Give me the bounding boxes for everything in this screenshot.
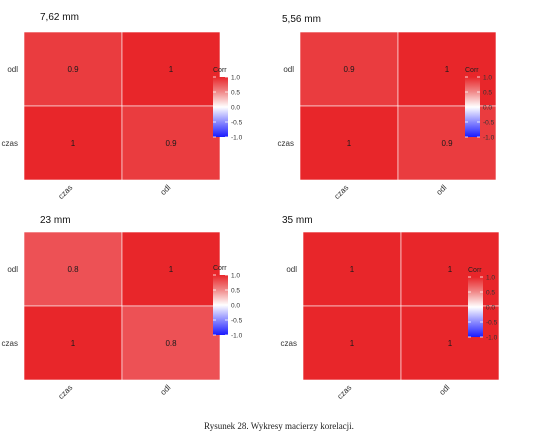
panel-title: 5,56 mm (282, 14, 321, 25)
cell-label: 1 (169, 65, 174, 74)
legend-title: Corr (213, 67, 227, 74)
heatmap-cell (121, 305, 221, 381)
row-label: czas (2, 139, 18, 148)
heatmap-panel-3: 23 mm 0.8 1 1 0.8 odl czas czas odl Corr 1.0 0.5 0.0… (2, 215, 243, 401)
heatmap-cell (302, 305, 402, 381)
cell-label: 1 (71, 139, 76, 148)
column-label: czas (332, 183, 350, 201)
cell-label: 1 (169, 265, 174, 274)
legend-tick-label: -0.5 (231, 120, 243, 127)
legend-tick-label: -1.0 (231, 135, 243, 142)
heatmap-panel-2: 5,56 mm 0.9 1 1 0.9 odl czas czas odl Corr 1.0 0.5 0… (278, 14, 497, 201)
row-label: czas (278, 139, 294, 148)
legend-title: Corr (468, 267, 482, 274)
heatmap-cell (121, 231, 221, 307)
column-label: czas (335, 383, 353, 401)
cell-label: 0.9 (441, 139, 453, 148)
legend-tick-label: -1.0 (231, 333, 243, 340)
column-label: czas (56, 183, 74, 201)
column-label: odl (158, 383, 172, 397)
legend-tick-label: 0.0 (483, 105, 492, 112)
column-label: odl (434, 183, 448, 197)
legend-tick-label: -1.0 (483, 135, 495, 142)
heatmap-cell (121, 31, 221, 107)
cell-label: 1 (347, 139, 352, 148)
legend-colorbar (213, 77, 228, 137)
row-label: odl (286, 265, 297, 274)
cell-label: 1 (350, 339, 355, 348)
row-label: czas (2, 339, 18, 348)
legend-tick-label: 0.5 (231, 90, 240, 97)
cell-label: 0.8 (165, 339, 177, 348)
cell-label: 0.9 (165, 139, 177, 148)
cell-label: 0.9 (67, 65, 79, 74)
column-label: odl (437, 383, 451, 397)
heatmap-cell (121, 105, 221, 181)
cell-label: 1 (448, 339, 453, 348)
row-label: odl (7, 65, 18, 74)
correlation-charts: 7,62 mm 0.9 1 1 0.9 odl czas czas odl Corr 1.0 0.5 0… (2, 12, 500, 401)
legend-colorbar (213, 275, 228, 335)
cell-label: 0.9 (343, 65, 355, 74)
legend-tick-label: -0.5 (483, 120, 495, 127)
legend-tick-label: 1.0 (231, 273, 240, 280)
panel-title: 7,62 mm (40, 12, 79, 23)
legend-tick-label: -0.5 (486, 320, 498, 327)
panel-title: 35 mm (282, 215, 313, 226)
row-label: odl (283, 65, 294, 74)
legend-tick-label: 1.0 (231, 75, 240, 82)
cell-label: 1 (448, 265, 453, 274)
legend-tick-label: 0.5 (483, 90, 492, 97)
panel-title: 23 mm (40, 215, 71, 226)
legend-tick-label: 0.0 (486, 305, 495, 312)
row-label: czas (281, 339, 297, 348)
legend-colorbar (468, 277, 483, 337)
figure-caption: Rysunek 28. Wykresy macierzy korelacji. (204, 421, 354, 431)
heatmap-panel-4: 35 mm 1 1 1 1 odl czas czas odl Corr 1.0 0.5 0.0 -0.5… (281, 215, 500, 401)
column-label: odl (158, 183, 172, 197)
legend-colorbar (465, 77, 480, 137)
heatmap-cell (299, 31, 399, 107)
legend-title: Corr (213, 265, 227, 272)
cell-label: 0.8 (67, 265, 79, 274)
legend-tick-label: 0.5 (486, 290, 495, 297)
legend-tick-label: -1.0 (486, 335, 498, 342)
heatmap-cell (23, 105, 123, 181)
heatmap-cell (299, 105, 399, 181)
cell-label: 1 (71, 339, 76, 348)
legend-tick-label: 0.0 (231, 303, 240, 310)
legend-tick-label: 0.5 (231, 288, 240, 295)
legend-title: Corr (465, 67, 479, 74)
heatmap-cell (23, 31, 123, 107)
cell-label: 1 (350, 265, 355, 274)
cell-label: 1 (445, 65, 450, 74)
legend-tick-label: 0.0 (231, 105, 240, 112)
heatmap-cell (302, 231, 402, 307)
legend-tick-label: 1.0 (486, 275, 495, 282)
legend-tick-label: 1.0 (483, 75, 492, 82)
heatmap-cell (23, 231, 123, 307)
row-label: odl (7, 265, 18, 274)
heatmap-panel-1: 7,62 mm 0.9 1 1 0.9 odl czas czas odl Corr 1.0 0.5 0… (2, 12, 243, 201)
legend-tick-label: -0.5 (231, 318, 243, 325)
column-label: czas (56, 383, 74, 401)
